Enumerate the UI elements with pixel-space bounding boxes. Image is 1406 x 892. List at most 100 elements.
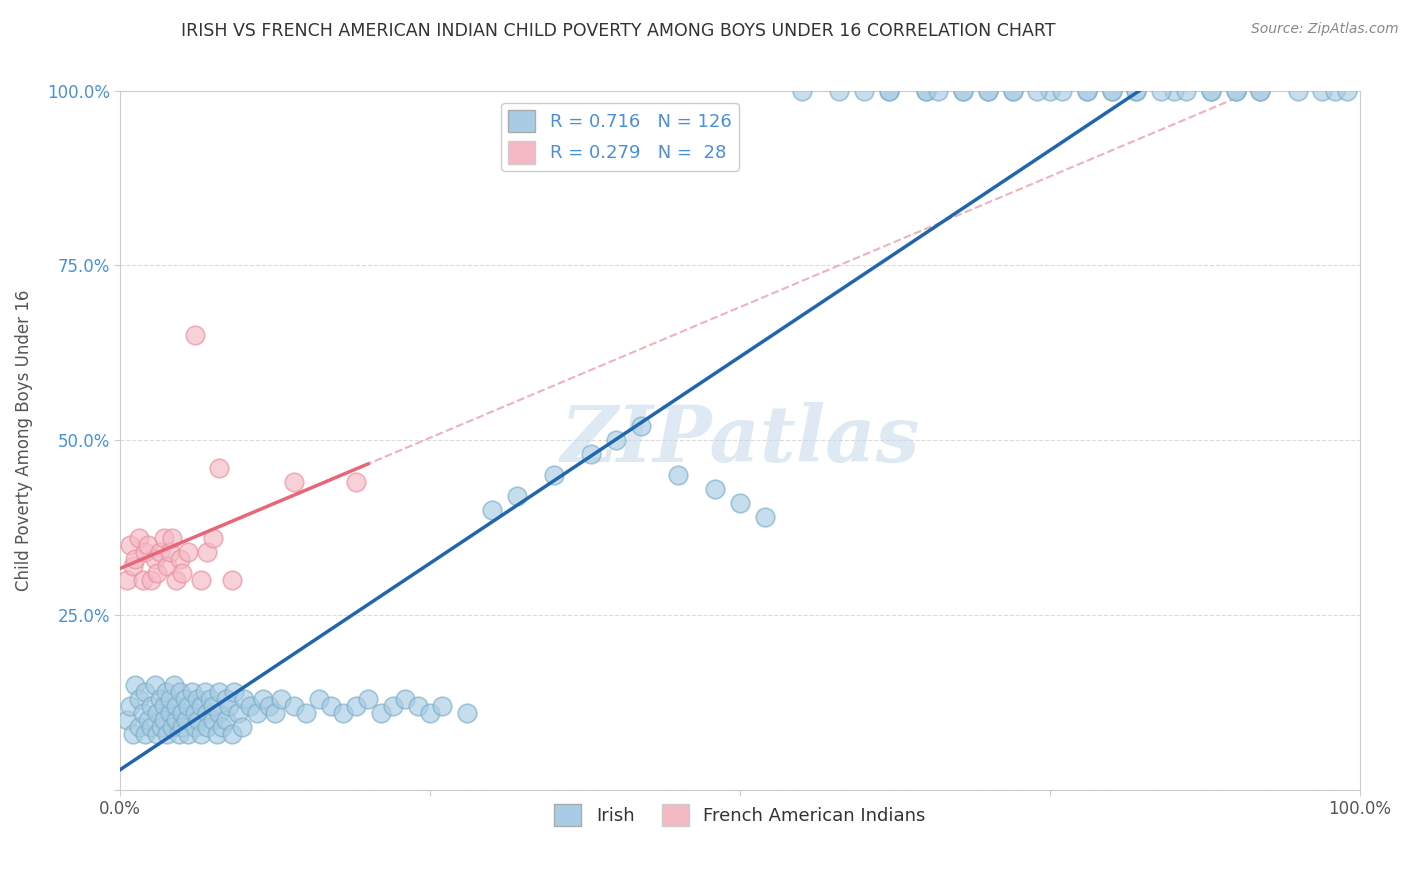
Point	[1199, 84, 1222, 98]
Point	[226, 706, 249, 720]
Point	[319, 698, 342, 713]
Point	[344, 475, 367, 490]
Point	[134, 685, 156, 699]
Point	[481, 503, 503, 517]
Point	[177, 727, 200, 741]
Point	[432, 698, 454, 713]
Point	[1039, 84, 1062, 98]
Point	[149, 545, 172, 559]
Point	[208, 461, 231, 475]
Point	[344, 698, 367, 713]
Point	[183, 720, 205, 734]
Point	[174, 713, 197, 727]
Point	[1323, 84, 1346, 98]
Point	[193, 685, 215, 699]
Point	[208, 685, 231, 699]
Point	[159, 706, 181, 720]
Point	[914, 84, 936, 98]
Point	[152, 531, 174, 545]
Point	[728, 496, 751, 510]
Point	[543, 468, 565, 483]
Point	[121, 727, 143, 741]
Point	[1310, 84, 1333, 98]
Point	[162, 678, 184, 692]
Text: ZIPatlas: ZIPatlas	[560, 402, 920, 478]
Point	[233, 692, 256, 706]
Point	[162, 531, 184, 545]
Point	[183, 706, 205, 720]
Point	[630, 419, 652, 434]
Point	[202, 698, 225, 713]
Point	[218, 698, 240, 713]
Point	[136, 713, 159, 727]
Point	[1076, 84, 1098, 98]
Point	[914, 84, 936, 98]
Point	[252, 692, 274, 706]
Text: IRISH VS FRENCH AMERICAN INDIAN CHILD POVERTY AMONG BOYS UNDER 16 CORRELATION CH: IRISH VS FRENCH AMERICAN INDIAN CHILD PO…	[181, 22, 1056, 40]
Point	[1101, 84, 1123, 98]
Point	[231, 720, 253, 734]
Point	[156, 727, 179, 741]
Point	[202, 713, 225, 727]
Point	[173, 692, 195, 706]
Point	[136, 538, 159, 552]
Point	[198, 692, 221, 706]
Point	[1336, 84, 1358, 98]
Point	[146, 727, 169, 741]
Point	[167, 727, 190, 741]
Point	[181, 685, 204, 699]
Point	[186, 692, 208, 706]
Point	[115, 713, 138, 727]
Point	[131, 706, 153, 720]
Point	[195, 720, 218, 734]
Point	[221, 573, 243, 587]
Point	[146, 566, 169, 581]
Point	[1249, 84, 1271, 98]
Point	[1125, 84, 1147, 98]
Text: Source: ZipAtlas.com: Source: ZipAtlas.com	[1251, 22, 1399, 37]
Point	[155, 685, 177, 699]
Point	[128, 692, 150, 706]
Point	[264, 706, 287, 720]
Point	[183, 328, 205, 343]
Point	[124, 678, 146, 692]
Point	[128, 720, 150, 734]
Point	[1199, 84, 1222, 98]
Point	[177, 698, 200, 713]
Point	[456, 706, 478, 720]
Point	[177, 545, 200, 559]
Point	[754, 510, 776, 524]
Point	[190, 727, 212, 741]
Point	[1026, 84, 1049, 98]
Point	[150, 720, 173, 734]
Point	[877, 84, 900, 98]
Point	[224, 685, 246, 699]
Point	[134, 545, 156, 559]
Point	[143, 678, 166, 692]
Point	[146, 706, 169, 720]
Point	[952, 84, 974, 98]
Point	[162, 720, 184, 734]
Point	[165, 698, 187, 713]
Point	[977, 84, 1000, 98]
Point	[214, 692, 236, 706]
Point	[239, 698, 262, 713]
Point	[149, 692, 172, 706]
Point	[704, 482, 727, 496]
Point	[159, 545, 181, 559]
Point	[666, 468, 689, 483]
Y-axis label: Child Poverty Among Boys Under 16: Child Poverty Among Boys Under 16	[15, 290, 32, 591]
Point	[159, 692, 181, 706]
Point	[141, 698, 163, 713]
Point	[121, 559, 143, 574]
Point	[877, 84, 900, 98]
Point	[1163, 84, 1185, 98]
Point	[115, 573, 138, 587]
Point	[205, 727, 228, 741]
Point	[172, 720, 194, 734]
Point	[283, 475, 305, 490]
Point	[120, 698, 142, 713]
Point	[152, 698, 174, 713]
Point	[419, 706, 441, 720]
Point	[165, 573, 187, 587]
